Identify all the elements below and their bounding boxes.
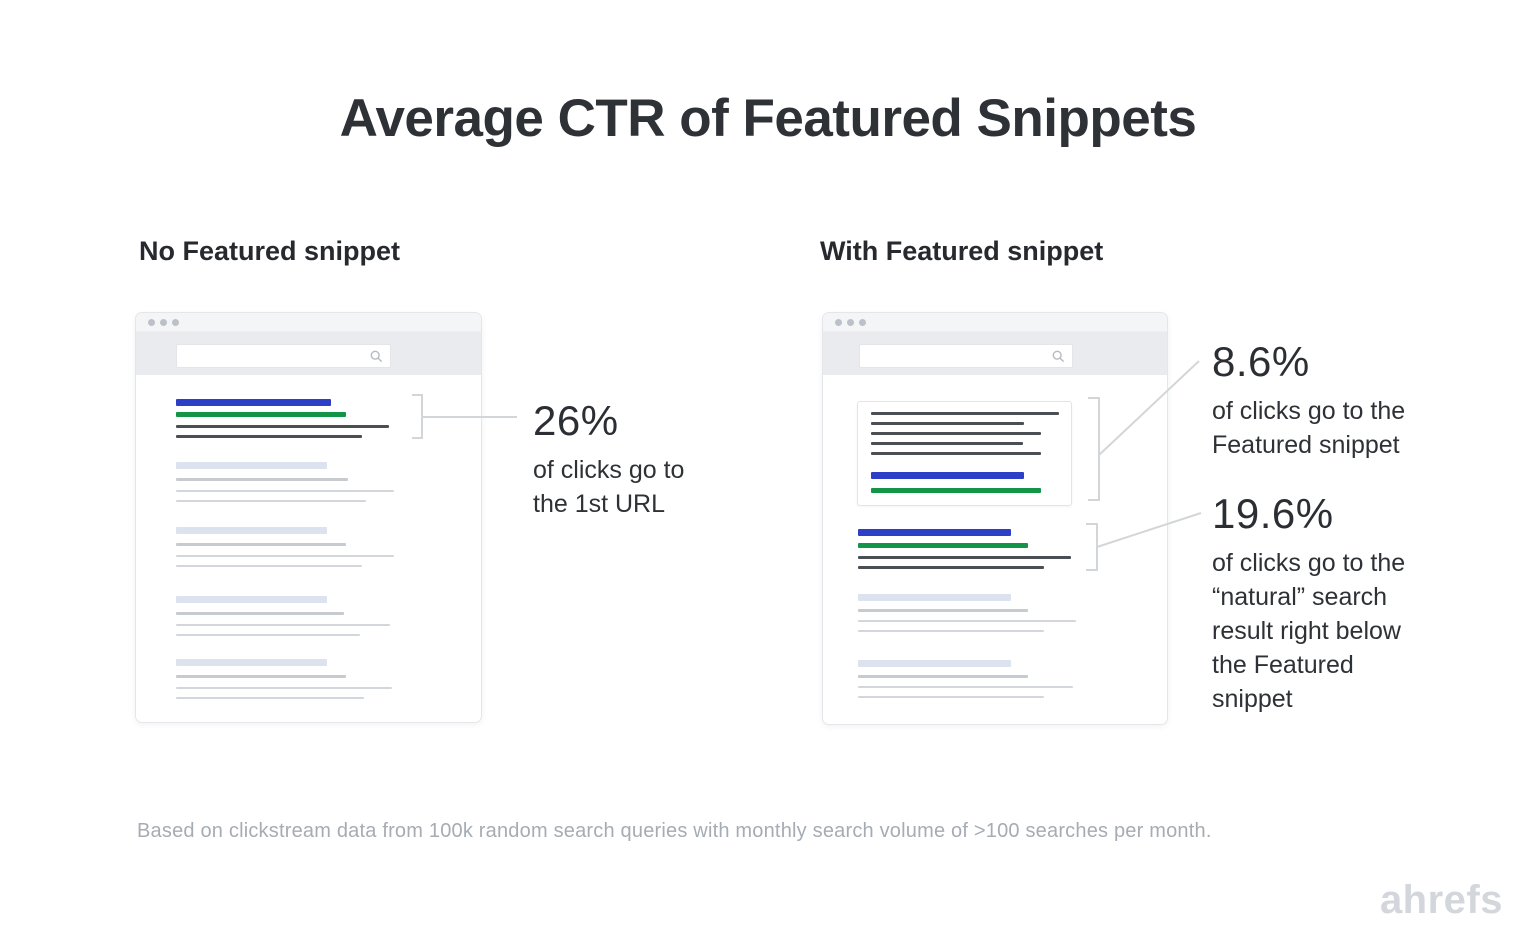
window-controls [148,319,179,326]
browser-mockup-no-snippet [135,312,482,723]
skeleton-line [176,425,389,428]
top-result-skeleton [176,399,389,438]
skeleton-line [871,422,1024,425]
search-bar-mockup [176,344,391,368]
skeleton-line [176,527,327,534]
window-controls [835,319,866,326]
window-dot-icon [835,319,842,326]
browser-mockup-with-snippet [822,312,1168,725]
skeleton-line [176,612,344,615]
annotation-line: Featured snippet [1212,431,1400,459]
annotation-first-url: 26% of clicks go to the 1st URL [533,398,684,521]
annotation-caption: of clicks go to the Featured snippet [1212,394,1405,462]
skeleton-line [176,543,346,546]
page-title: Average CTR of Featured Snippets [339,89,1197,148]
browser-titlebar [136,313,481,332]
panel-heading-no-snippet: No Featured snippet [139,236,401,266]
skeleton-line [176,697,364,699]
skeleton-line [871,432,1041,435]
window-dot-icon [148,319,155,326]
annotation-line: snippet [1212,685,1293,713]
featured-snippet-card [857,401,1072,506]
organic-result-skeleton [858,660,1073,698]
skeleton-line [176,555,394,557]
annotation-value: 8.6% [1212,338,1310,385]
skeleton-line [858,529,1011,536]
skeleton-line [871,452,1041,455]
skeleton-line [871,488,1041,493]
organic-result-skeleton [176,462,394,502]
skeleton-line [858,566,1044,569]
annotation-line: the Featured [1212,651,1354,679]
skeleton-line [176,687,392,689]
skeleton-line [176,478,348,481]
skeleton-line [176,659,327,666]
methodology-note: Based on clickstream data from 100k rand… [137,820,1212,842]
window-dot-icon [847,319,854,326]
skeleton-line [176,462,327,469]
annotation-natural-result: 19.6% of clicks go to the “natural” searc… [1212,491,1405,716]
skeleton-line [871,412,1059,415]
skeleton-line [176,490,394,492]
search-header-band [136,332,481,375]
annotation-line: result right below [1212,617,1401,645]
search-bar-mockup [859,344,1073,368]
skeleton-line [858,630,1044,632]
annotation-line: of clicks go to the [1212,549,1406,577]
annotation-line: of clicks go to [533,456,685,484]
skeleton-line [176,399,331,406]
natural-result-skeleton [858,529,1071,569]
skeleton-line [176,412,346,417]
skeleton-line [176,565,362,567]
annotation-value: 26% [533,397,619,444]
skeleton-line [858,675,1028,678]
skeleton-line [871,472,1024,479]
organic-result-skeleton [176,527,394,567]
skeleton-line [858,686,1073,688]
ahrefs-logo: ahrefs [1379,878,1503,922]
annotation-line: the 1st URL [533,490,666,518]
skeleton-line [176,435,362,438]
magnifier-icon [1052,350,1065,363]
skeleton-line [176,675,346,678]
window-dot-icon [160,319,167,326]
skeleton-line [858,696,1044,698]
window-dot-icon [172,319,179,326]
annotation-value: 19.6% [1212,490,1334,537]
search-header-band [823,332,1167,375]
organic-result-skeleton [176,659,392,699]
skeleton-line [858,609,1028,612]
annotation-line: “natural” search [1212,583,1388,611]
browser-titlebar [823,313,1167,332]
skeleton-line [176,500,366,502]
skeleton-line [176,596,327,603]
skeleton-line [858,620,1076,622]
skeleton-line [858,660,1011,667]
skeleton-line [858,556,1071,559]
skeleton-line [858,543,1028,548]
skeleton-line [858,594,1011,601]
annotation-featured-snippet: 8.6% of clicks go to the Featured snippet [1212,339,1405,462]
panel-heading-with-snippet: With Featured snippet [820,236,1104,266]
skeleton-line [871,442,1023,445]
skeleton-line [176,624,390,626]
annotation-line: of clicks go to the [1212,397,1406,425]
window-dot-icon [859,319,866,326]
organic-result-skeleton [858,594,1076,632]
annotation-caption: of clicks go to the 1st URL [533,453,684,521]
magnifier-icon [370,350,383,363]
skeleton-line [176,634,360,636]
organic-result-skeleton [176,596,390,636]
annotation-caption: of clicks go to the “natural” search resul… [1212,546,1405,716]
